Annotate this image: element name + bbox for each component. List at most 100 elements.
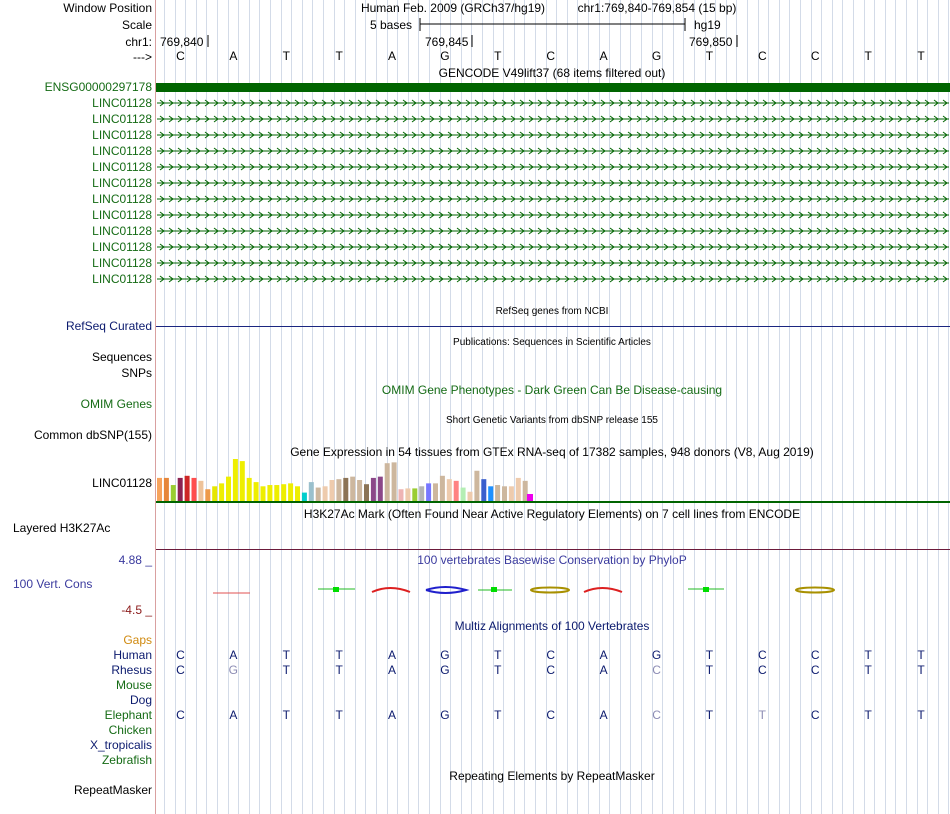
gtex-tissue-bar[interactable]	[350, 476, 356, 501]
gtex-tissue-bar[interactable]	[384, 463, 390, 501]
strand-arrow	[276, 227, 282, 235]
gtex-tissue-bar[interactable]	[198, 480, 204, 501]
gtex-tissue-bar[interactable]	[398, 489, 404, 501]
gtex-tissue-bar[interactable]	[288, 483, 294, 501]
gtex-tissue-bar[interactable]	[336, 479, 342, 501]
label-linc-transcript[interactable]: LINC01128	[92, 256, 152, 270]
label-omim[interactable]: OMIM Genes	[80, 397, 152, 411]
strand-arrow	[411, 275, 417, 283]
label-snps[interactable]: SNPs	[121, 366, 152, 380]
label-linc-transcript[interactable]: LINC01128	[92, 272, 152, 286]
gtex-tissue-bar[interactable]	[474, 470, 480, 501]
gtex-tissue-bar[interactable]	[453, 480, 459, 501]
gtex-tissue-bar[interactable]	[308, 482, 314, 501]
gtex-tissue-bar[interactable]	[391, 462, 397, 501]
gtex-tissue-bar[interactable]	[527, 494, 533, 501]
gtex-tissue-bar[interactable]	[364, 484, 369, 501]
gtex-tissue-bar[interactable]	[295, 486, 300, 501]
gtex-tissue-bar[interactable]	[212, 486, 218, 501]
gtex-tissue-bar[interactable]	[232, 459, 238, 501]
gtex-tissue-bar[interactable]	[274, 485, 280, 501]
species-label[interactable]: Rhesus	[111, 663, 152, 677]
label-cons-name[interactable]: 100 Vert. Cons	[13, 577, 93, 591]
label-linc-transcript[interactable]: LINC01128	[92, 240, 152, 254]
gtex-tissue-bar[interactable]	[508, 486, 514, 501]
gtex-tissue-bar[interactable]	[467, 491, 473, 501]
gtex-tissue-bar[interactable]	[522, 480, 528, 501]
gtex-tissue-bar[interactable]	[377, 476, 383, 501]
gtex-tissue-bar[interactable]	[205, 489, 211, 501]
gtex-tissue-bar[interactable]	[412, 488, 418, 501]
species-label[interactable]: X_tropicalis	[89, 738, 152, 752]
label-sequences[interactable]: Sequences	[91, 350, 152, 364]
label-linc-transcript[interactable]: LINC01128	[92, 192, 152, 206]
gtex-tissue-bar[interactable]	[488, 486, 494, 501]
gtex-tissue-bar[interactable]	[495, 485, 501, 501]
label-linc-transcript[interactable]: LINC01128	[92, 208, 152, 222]
gtex-tissue-bar[interactable]	[370, 477, 376, 501]
strand-arrow	[861, 179, 867, 187]
label-dbsnp[interactable]: Common dbSNP(155)	[33, 428, 152, 442]
gtex-tissue-bar[interactable]	[191, 477, 197, 501]
label-repeatmasker[interactable]: RepeatMasker	[73, 783, 152, 797]
h3k27ac-line[interactable]	[156, 549, 950, 550]
alignment-base: C	[546, 648, 556, 662]
gtex-tissue-bar[interactable]	[446, 479, 452, 501]
refseq-line[interactable]	[156, 326, 950, 327]
strand-arrow	[546, 147, 552, 155]
gencode-gene-bar[interactable]	[156, 83, 950, 92]
gtex-tissue-bar[interactable]	[481, 479, 487, 501]
label-linc-transcript[interactable]: LINC01128	[92, 176, 152, 190]
gtex-tissue-bar[interactable]	[439, 475, 445, 501]
gtex-tissue-bar[interactable]	[426, 483, 432, 501]
label-h3k27ac[interactable]: Layered H3K27Ac	[13, 521, 111, 535]
gtex-tissue-bar[interactable]	[170, 485, 176, 501]
label-linc-transcript[interactable]: LINC01128	[92, 112, 152, 126]
gtex-tissue-bar[interactable]	[177, 477, 183, 501]
species-label[interactable]: Elephant	[104, 708, 152, 722]
gtex-tissue-bar[interactable]	[405, 488, 411, 501]
label-gaps[interactable]: Gaps	[123, 633, 152, 647]
gtex-tissue-bar[interactable]	[515, 477, 521, 501]
gtex-tissue-bar[interactable]	[157, 477, 162, 501]
gtex-tissue-bar[interactable]	[239, 461, 245, 501]
gtex-tissue-bar[interactable]	[315, 487, 321, 501]
gtex-tissue-bar[interactable]	[281, 484, 287, 501]
gtex-tissue-bar[interactable]	[246, 477, 252, 501]
gtex-tissue-bar[interactable]	[357, 480, 363, 501]
gtex-tissue-bar[interactable]	[219, 483, 225, 501]
gtex-tissue-bar[interactable]	[322, 486, 328, 501]
label-gencode-gene[interactable]: ENSG00000297178	[44, 80, 152, 94]
label-refseq[interactable]: RefSeq Curated	[65, 319, 152, 333]
species-label[interactable]: Chicken	[108, 723, 152, 737]
gtex-tissue-bar[interactable]	[502, 486, 507, 501]
gtex-tissue-bar[interactable]	[419, 486, 425, 501]
label-linc-transcript[interactable]: LINC01128	[92, 160, 152, 174]
gtex-tissue-bar[interactable]	[301, 492, 307, 501]
strand-arrow	[393, 275, 399, 283]
gtex-tissue-bar[interactable]	[260, 486, 266, 501]
species-label[interactable]: Dog	[129, 693, 152, 707]
label-gtex-gene[interactable]: LINC01128	[92, 476, 152, 490]
strand-arrow	[897, 131, 903, 139]
species-label[interactable]: Human	[113, 648, 152, 662]
gtex-tissue-bar[interactable]	[267, 485, 273, 501]
gtex-tissue-bar[interactable]	[433, 483, 438, 501]
gtex-tissue-bar[interactable]	[253, 482, 259, 501]
species-label[interactable]: Zebrafish	[101, 753, 152, 767]
gtex-tissue-bar[interactable]	[329, 480, 335, 501]
label-linc-transcript[interactable]: LINC01128	[92, 224, 152, 238]
label-linc-transcript[interactable]: LINC01128	[92, 96, 152, 110]
strand-arrow	[402, 243, 408, 251]
gtex-tissue-bar[interactable]	[343, 477, 349, 501]
species-label[interactable]: Mouse	[115, 678, 152, 692]
gtex-tissue-bar[interactable]	[226, 476, 231, 501]
gtex-tissue-bar[interactable]	[163, 477, 169, 501]
gtex-tissue-bar[interactable]	[460, 487, 466, 501]
gtex-tissue-bar[interactable]	[184, 475, 190, 501]
label-linc-transcript[interactable]: LINC01128	[92, 128, 152, 142]
label-linc-transcript[interactable]: LINC01128	[92, 144, 152, 158]
